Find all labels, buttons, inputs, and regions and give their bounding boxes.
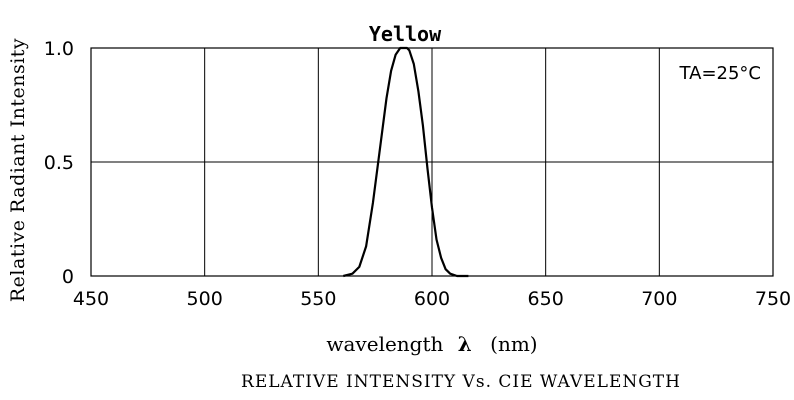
x-axis-label-text: wavelength (326, 332, 443, 356)
x-tick-label: 550 (300, 288, 336, 310)
temperature-annotation: TA=25°C (679, 63, 761, 84)
x-tick-label: 700 (641, 288, 677, 310)
x-axis-label: wavelength λ (nm) (326, 332, 537, 356)
chart-caption: RELATIVE INTENSITY Vs. CIE WAVELENGTH (241, 372, 681, 392)
x-tick-label: 600 (414, 288, 450, 310)
x-tick-label: 450 (73, 288, 109, 310)
series-line-yellow (343, 46, 469, 278)
x-tick-label: 750 (755, 288, 791, 310)
y-tick-label: 1.0 (44, 38, 74, 60)
y-tick-labels: 0 0.5 1.0 (44, 38, 74, 288)
x-axis-label-unit: (nm) (490, 332, 537, 356)
y-axis-label: Relative Radiant Intensity (7, 38, 29, 302)
chart-title: Yellow (369, 22, 442, 46)
plot-area (90, 47, 774, 277)
x-axis-label-symbol: λ (458, 332, 472, 356)
y-tick-label: 0.5 (44, 152, 74, 174)
x-tick-label: 650 (528, 288, 564, 310)
x-tick-label: 500 (187, 288, 223, 310)
y-tick-label: 0 (62, 266, 74, 288)
grid (90, 47, 774, 277)
x-tick-labels: 450 500 550 600 650 700 750 (73, 288, 791, 310)
